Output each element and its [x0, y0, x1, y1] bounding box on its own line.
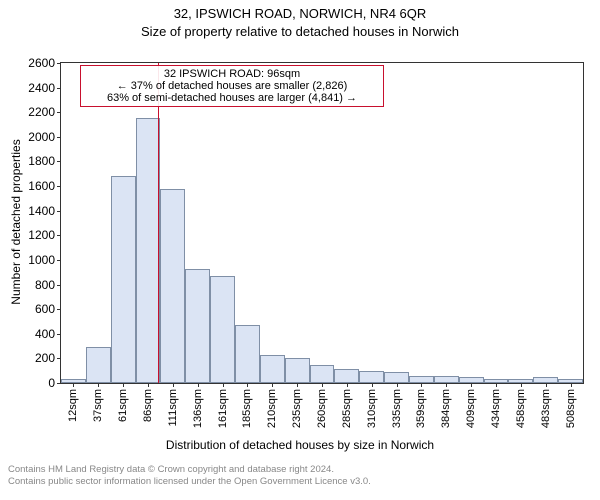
ytick-mark	[57, 309, 61, 310]
histogram-bar	[310, 365, 335, 383]
xtick-label: 310sqm	[366, 389, 378, 428]
histogram-plot: 0200400600800100012001400160018002000220…	[60, 62, 584, 384]
x-axis-label: Distribution of detached houses by size …	[0, 438, 600, 452]
xtick-label: 434sqm	[490, 389, 502, 428]
xtick-mark	[496, 383, 497, 387]
xtick-mark	[322, 383, 323, 387]
ytick-label: 2400	[28, 81, 55, 95]
xtick-label: 409sqm	[465, 389, 477, 428]
xtick-mark	[297, 383, 298, 387]
xtick-mark	[446, 383, 447, 387]
ytick-mark	[57, 211, 61, 212]
histogram-bar	[409, 376, 434, 383]
ytick-mark	[57, 383, 61, 384]
ytick-mark	[57, 63, 61, 64]
xtick-mark	[471, 383, 472, 387]
caption-line1: 32 IPSWICH ROAD: 96sqm	[87, 68, 377, 80]
xtick-mark	[223, 383, 224, 387]
footer-line1: Contains HM Land Registry data © Crown c…	[8, 464, 592, 476]
histogram-bar	[384, 372, 409, 383]
ytick-label: 2200	[28, 105, 55, 119]
xtick-label: 359sqm	[415, 389, 427, 428]
ytick-label: 1800	[28, 154, 55, 168]
xtick-label: 508sqm	[565, 389, 577, 428]
xtick-mark	[148, 383, 149, 387]
histogram-bar	[434, 376, 459, 383]
xtick-label: 483sqm	[540, 389, 552, 428]
ytick-mark	[57, 137, 61, 138]
ytick-mark	[57, 260, 61, 261]
ytick-mark	[57, 285, 61, 286]
ytick-label: 0	[48, 376, 55, 390]
xtick-label: 161sqm	[217, 389, 229, 428]
xtick-mark	[546, 383, 547, 387]
xtick-label: 185sqm	[241, 389, 253, 428]
ytick-label: 800	[35, 278, 55, 292]
footer-attribution: Contains HM Land Registry data © Crown c…	[0, 460, 600, 493]
ytick-label: 600	[35, 302, 55, 316]
reference-line	[158, 63, 160, 383]
histogram-bar	[285, 358, 310, 383]
xtick-label: 458sqm	[515, 389, 527, 428]
xtick-mark	[421, 383, 422, 387]
xtick-mark	[73, 383, 74, 387]
histogram-bar	[334, 369, 359, 383]
histogram-bar	[185, 269, 210, 383]
xtick-label: 37sqm	[92, 389, 104, 422]
histogram-bar	[86, 347, 111, 383]
histogram-bar	[260, 355, 285, 383]
ytick-mark	[57, 161, 61, 162]
xtick-mark	[571, 383, 572, 387]
ytick-label: 2600	[28, 56, 55, 70]
page-title-line2: Size of property relative to detached ho…	[0, 24, 600, 39]
histogram-bar	[210, 276, 235, 383]
ytick-label: 200	[35, 351, 55, 365]
xtick-label: 111sqm	[167, 389, 179, 427]
xtick-label: 285sqm	[341, 389, 353, 428]
xtick-mark	[272, 383, 273, 387]
histogram-bar	[359, 371, 384, 383]
histogram-bar	[160, 189, 185, 383]
ytick-label: 1400	[28, 204, 55, 218]
xtick-mark	[198, 383, 199, 387]
footer-line2: Contains public sector information licen…	[8, 476, 592, 488]
ytick-label: 1600	[28, 179, 55, 193]
reference-caption: 32 IPSWICH ROAD: 96sqm ← 37% of detached…	[80, 65, 384, 107]
xtick-label: 384sqm	[440, 389, 452, 428]
histogram-bar	[235, 325, 260, 383]
ytick-mark	[57, 112, 61, 113]
ytick-mark	[57, 186, 61, 187]
ytick-label: 1200	[28, 228, 55, 242]
xtick-label: 260sqm	[316, 389, 328, 428]
ytick-label: 1000	[28, 253, 55, 267]
xtick-mark	[372, 383, 373, 387]
histogram-bar	[136, 118, 161, 383]
ytick-mark	[57, 235, 61, 236]
ytick-label: 400	[35, 327, 55, 341]
xtick-label: 335sqm	[391, 389, 403, 428]
caption-line2: ← 37% of detached houses are smaller (2,…	[87, 80, 377, 92]
ytick-mark	[57, 88, 61, 89]
xtick-mark	[521, 383, 522, 387]
xtick-label: 210sqm	[266, 389, 278, 428]
ytick-label: 2000	[28, 130, 55, 144]
histogram-bar	[111, 176, 136, 383]
ytick-mark	[57, 358, 61, 359]
page-title-line1: 32, IPSWICH ROAD, NORWICH, NR4 6QR	[0, 6, 600, 21]
xtick-mark	[98, 383, 99, 387]
ytick-mark	[57, 334, 61, 335]
xtick-mark	[173, 383, 174, 387]
xtick-label: 235sqm	[291, 389, 303, 428]
xtick-mark	[123, 383, 124, 387]
xtick-mark	[247, 383, 248, 387]
caption-line3: 63% of semi-detached houses are larger (…	[87, 92, 377, 104]
xtick-mark	[397, 383, 398, 387]
y-axis-label: Number of detached properties	[9, 139, 23, 304]
xtick-label: 12sqm	[67, 389, 79, 422]
xtick-mark	[347, 383, 348, 387]
xtick-label: 136sqm	[192, 389, 204, 428]
xtick-label: 86sqm	[142, 389, 154, 422]
xtick-label: 61sqm	[117, 389, 129, 422]
